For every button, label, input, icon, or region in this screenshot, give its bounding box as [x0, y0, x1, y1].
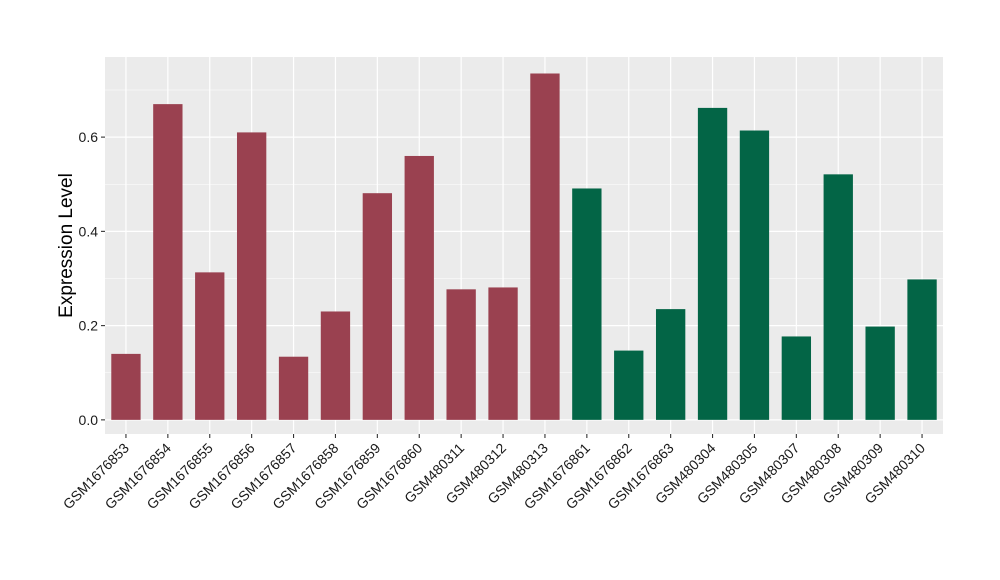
bar	[865, 326, 895, 420]
bar	[153, 104, 183, 420]
bar	[614, 350, 644, 420]
bar	[530, 73, 560, 420]
y-axis-title: Expression Level	[56, 173, 77, 318]
bar	[446, 289, 476, 420]
bar	[907, 279, 937, 420]
bar	[572, 188, 602, 420]
bar	[823, 174, 853, 420]
plot-panel	[105, 57, 943, 434]
bars	[111, 73, 937, 420]
bar	[697, 107, 728, 420]
y-tick-label: 0.0	[79, 412, 99, 428]
bar	[739, 130, 770, 420]
y-tick-label: 0.6	[79, 129, 99, 145]
y-tick-label: 0.2	[79, 318, 99, 334]
bar	[655, 309, 686, 420]
bar	[362, 193, 393, 420]
bar	[278, 356, 309, 420]
bar	[236, 132, 267, 420]
bar	[488, 287, 518, 420]
bar	[404, 155, 434, 420]
y-tick-label: 0.4	[79, 223, 99, 239]
bar	[320, 311, 351, 420]
bar	[781, 336, 812, 420]
bar	[111, 353, 141, 420]
bar	[195, 272, 225, 420]
y-axis: 0.0 0.2 0.4 0.6	[79, 129, 105, 428]
x-axis: GSM1676853GSM1676854GSM1676855GSM1676856…	[60, 434, 928, 512]
